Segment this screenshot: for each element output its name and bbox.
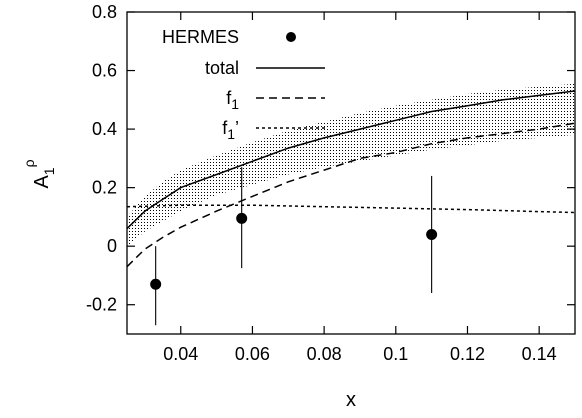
y-tick-label: 0 [107, 236, 117, 256]
series-line-f1-prime [127, 204, 575, 214]
data-point [236, 212, 248, 224]
x-tick-label: 0.14 [522, 344, 557, 364]
plot-frame [126, 11, 576, 335]
legend-label-f1-prime: f1’ [222, 118, 239, 142]
legend-label-hermes: HERMES [162, 27, 239, 47]
x-tick-label: 0.04 [163, 344, 198, 364]
x-tick-label: 0.1 [383, 344, 408, 364]
y-tick-label: 0.6 [92, 61, 117, 81]
y-tick-label: -0.2 [86, 295, 117, 315]
x-axis-title: x [346, 389, 356, 411]
legend: HERMES total f1 f1’ [162, 27, 325, 142]
series-layer [127, 90, 575, 268]
x-tick-label: 0.12 [450, 344, 485, 364]
series-line-total [127, 90, 575, 230]
data-points-layer [150, 167, 438, 326]
axis-tick-labels: 0.04 0.06 0.08 0.1 0.12 0.14 -0.2 0 0.2 0.4 0.6 0.8 [86, 2, 557, 364]
data-point [150, 278, 162, 290]
uncertainty-band [127, 83, 575, 247]
legend-label-f1: f1 [226, 88, 239, 112]
legend-label-total: total [205, 58, 239, 78]
x-tick-label: 0.06 [235, 344, 270, 364]
legend-marker-hermes [286, 32, 296, 42]
uncertainty-band-layer [127, 83, 575, 247]
y-tick-label: 0.2 [92, 178, 117, 198]
x-tick-label: 0.08 [307, 344, 342, 364]
y-axis-title: A1ρ [21, 159, 57, 188]
data-point [426, 228, 438, 240]
axis-ticks [127, 11, 575, 334]
y-tick-label: 0.4 [92, 119, 117, 139]
y-tick-label: 0.8 [92, 2, 117, 22]
series-line-f1 [127, 122, 575, 268]
